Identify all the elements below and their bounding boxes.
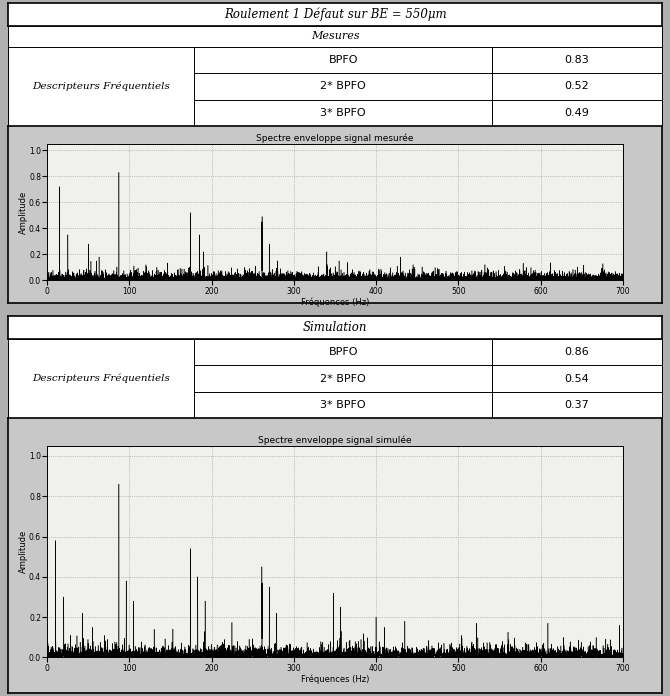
- Text: Mesures: Mesures: [311, 31, 359, 41]
- Text: 3* BPFO: 3* BPFO: [320, 400, 366, 410]
- Text: 0.52: 0.52: [565, 81, 590, 91]
- Text: 2* BPFO: 2* BPFO: [320, 374, 366, 383]
- Text: Roulement 1 Défaut sur BE = 550μm: Roulement 1 Défaut sur BE = 550μm: [224, 8, 446, 21]
- Text: BPFO: BPFO: [328, 347, 358, 357]
- Text: BPFO: BPFO: [328, 55, 358, 65]
- Text: Simulation: Simulation: [303, 321, 367, 334]
- Text: 0.37: 0.37: [565, 400, 590, 410]
- Text: 3* BPFO: 3* BPFO: [320, 108, 366, 118]
- Text: 0.86: 0.86: [565, 347, 590, 357]
- Y-axis label: Amplitude: Amplitude: [19, 191, 27, 234]
- Title: Spectre enveloppe signal mesurée: Spectre enveloppe signal mesurée: [256, 134, 414, 143]
- Text: 0.54: 0.54: [565, 374, 590, 383]
- Title: Spectre enveloppe signal simulée: Spectre enveloppe signal simulée: [258, 436, 412, 445]
- Text: 2* BPFO: 2* BPFO: [320, 81, 366, 91]
- Text: Descripteurs Fréquentiels: Descripteurs Fréquentiels: [32, 374, 170, 383]
- Y-axis label: Amplitude: Amplitude: [19, 530, 27, 574]
- Text: 0.83: 0.83: [565, 55, 590, 65]
- Text: Descripteurs Fréquentiels: Descripteurs Fréquentiels: [32, 81, 170, 91]
- X-axis label: Fréquences (Hz): Fréquences (Hz): [301, 297, 369, 306]
- X-axis label: Fréquences (Hz): Fréquences (Hz): [301, 674, 369, 683]
- Text: 0.49: 0.49: [565, 108, 590, 118]
